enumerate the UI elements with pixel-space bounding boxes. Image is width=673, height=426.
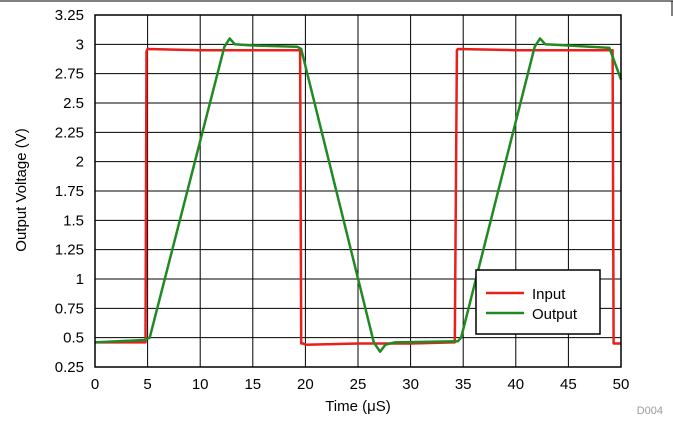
x-tick-label: 0: [91, 376, 99, 393]
x-tick-label: 35: [455, 376, 472, 393]
watermark-label: D004: [637, 405, 663, 417]
x-axis-label: Time (μS): [325, 398, 391, 415]
y-tick-label: 0.75: [55, 300, 84, 317]
legend-label-output: Output: [532, 306, 578, 323]
x-tick-label: 20: [297, 376, 314, 393]
y-tick-label: 1: [76, 271, 84, 288]
x-tick-label: 45: [560, 376, 577, 393]
x-tick-label: 25: [350, 376, 367, 393]
y-tick-label: 3: [76, 36, 84, 53]
y-tick-label: 0.5: [63, 330, 84, 347]
x-tick-label: 5: [143, 376, 151, 393]
x-tick-labels: 0 5 10 15 20 25 30 35 40 45 50: [91, 376, 630, 393]
legend-label-input: Input: [532, 286, 566, 303]
y-tick-label: 2.75: [55, 66, 84, 83]
y-tick-label: 1.5: [63, 212, 84, 229]
x-tick-label: 10: [192, 376, 209, 393]
legend: Input Output: [475, 269, 601, 335]
y-tick-label: 2: [76, 154, 84, 171]
series-line-input: [95, 47, 621, 346]
plot-area: [94, 14, 622, 368]
y-tick-label: 0.25: [55, 359, 84, 376]
y-tick-label: 3.25: [55, 7, 84, 24]
x-tick-label: 40: [507, 376, 524, 393]
y-tick-label: 1.25: [55, 242, 84, 259]
x-tick-label: 15: [244, 376, 261, 393]
y-tick-label: 2.25: [55, 124, 84, 141]
y-tick-label: 1.75: [55, 183, 84, 200]
x-tick-label: 50: [613, 376, 630, 393]
y-tick-labels: 0.25 0.5 0.75 1 1.25 1.5 1.75 2 2.25 2.5 2.75 3 3.25: [55, 7, 84, 376]
series-layer: [94, 37, 623, 353]
legend-box: [475, 269, 601, 335]
x-tick-label: 30: [402, 376, 419, 393]
y-axis-label: Output Voltage (V): [13, 128, 30, 251]
series-line-output: [94, 37, 623, 353]
y-tick-label: 2.5: [63, 95, 84, 112]
